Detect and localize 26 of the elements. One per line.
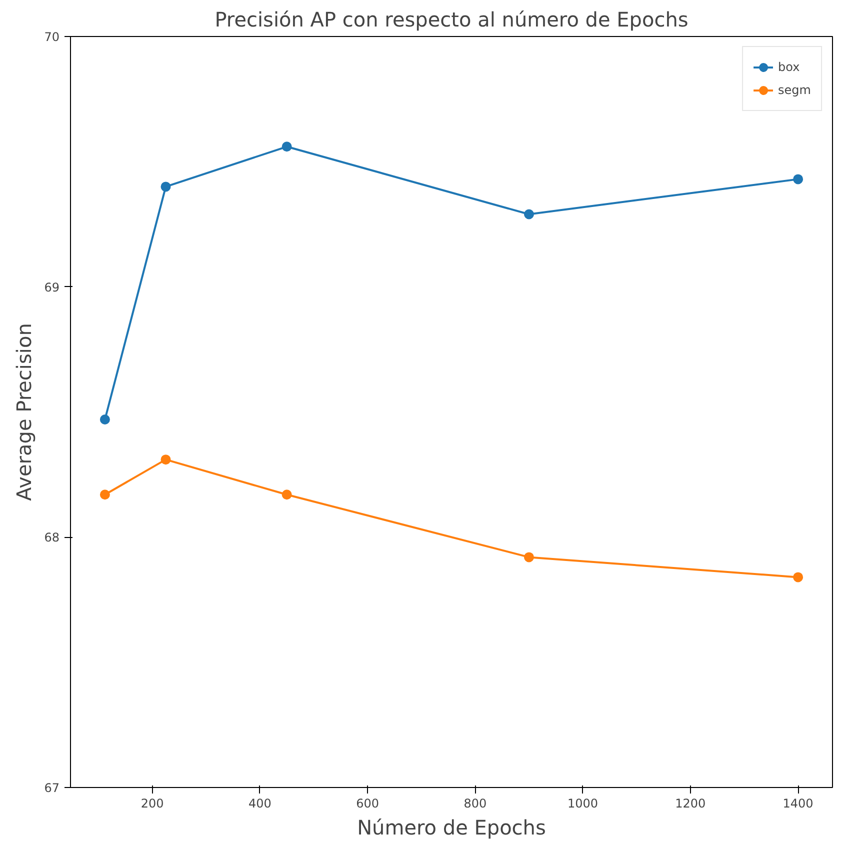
point: [160, 182, 171, 192]
x-tick-label: 200: [140, 796, 164, 810]
point: [793, 174, 804, 184]
point: [524, 209, 534, 220]
y-tick-label: 68: [44, 530, 60, 545]
y-tick-label: 67: [44, 781, 60, 795]
point: [100, 490, 110, 500]
point: [282, 142, 292, 152]
y-tick-label: 70: [44, 30, 60, 44]
x-tick-label: 800: [464, 796, 487, 810]
point: [793, 572, 804, 582]
x-axis-title: Número de Epochs: [357, 816, 546, 840]
legend-label: box: [778, 60, 800, 74]
x-tick-label: 600: [356, 796, 380, 810]
point: [524, 552, 534, 562]
x-tick-label: 1200: [675, 796, 706, 810]
x-tick-label: 1400: [782, 796, 814, 810]
y-tick-label: 69: [44, 280, 60, 294]
y-axis-title: Average Precision: [12, 323, 36, 501]
point: [100, 414, 110, 424]
legend-label: segm: [778, 83, 811, 97]
point: [160, 454, 171, 465]
x-tick-label: 400: [248, 796, 272, 810]
x-tick-label: 1000: [568, 796, 598, 810]
point: [282, 490, 292, 500]
chart-title: Precisión AP con respecto al número de Epochs: [214, 8, 688, 32]
